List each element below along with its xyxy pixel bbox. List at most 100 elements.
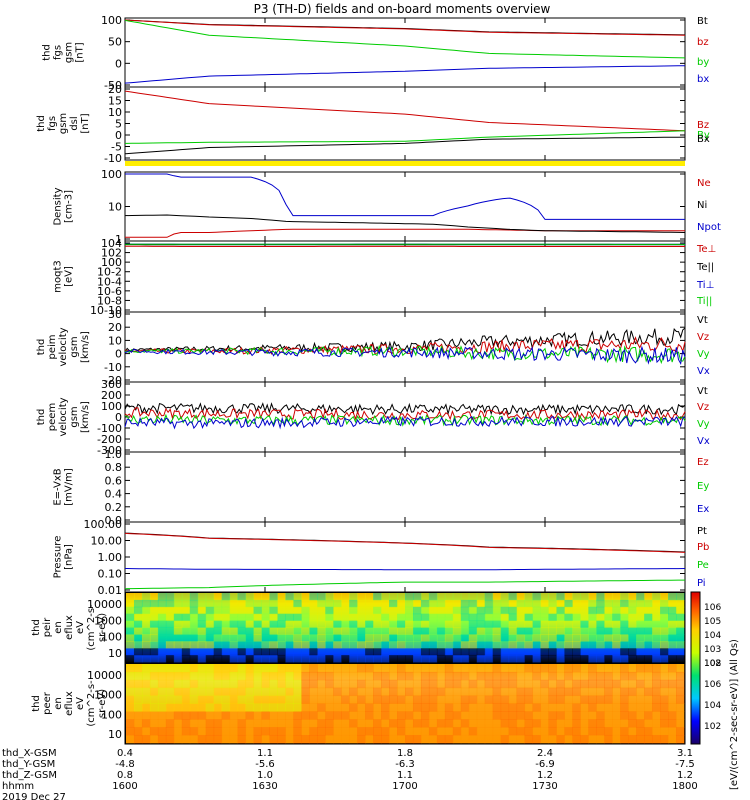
spectrogram-cell bbox=[428, 735, 438, 744]
spectrogram-cell bbox=[524, 599, 534, 608]
spectrogram-cell bbox=[428, 648, 438, 656]
legend-Ti||: Ti|| bbox=[696, 296, 712, 307]
spectrogram-cell bbox=[628, 593, 637, 601]
spectrogram-cell bbox=[341, 711, 350, 720]
spectrogram-cell bbox=[484, 599, 494, 608]
spectrogram-cell bbox=[389, 711, 398, 720]
spectrogram-cell bbox=[149, 735, 159, 744]
spectrogram-cell bbox=[612, 634, 621, 642]
spectrogram-cell bbox=[676, 727, 685, 736]
spectrogram-cell bbox=[165, 679, 175, 689]
spectrogram-cell bbox=[412, 719, 422, 728]
spectrogram-cell bbox=[660, 664, 669, 673]
spectrogram-cell bbox=[668, 620, 677, 628]
spectrogram-cell bbox=[588, 627, 597, 635]
spectrogram-cell bbox=[516, 641, 526, 649]
spectrogram-cell bbox=[301, 695, 310, 704]
y-axis-label-line: [eV] bbox=[64, 266, 75, 287]
spectrogram-cell bbox=[301, 627, 310, 635]
spectrogram-cell bbox=[412, 679, 422, 689]
spectrogram-cell bbox=[301, 599, 310, 608]
spectrogram-cell bbox=[261, 620, 270, 628]
spectrogram-cell bbox=[229, 664, 239, 673]
spectrogram-cell bbox=[205, 703, 215, 712]
spectrogram-cell bbox=[317, 735, 326, 744]
spectrogram-cell bbox=[157, 599, 167, 608]
y-axis-label: thdpeimvelocitygsm[km/s] bbox=[36, 327, 91, 366]
y-axis-label-line: velocity bbox=[58, 327, 69, 366]
spectrogram-cell bbox=[460, 703, 470, 712]
spectrogram-cell bbox=[181, 655, 191, 663]
spectrogram-cell bbox=[652, 727, 661, 736]
spectrogram-cell bbox=[205, 593, 215, 601]
spectrogram-cell bbox=[141, 606, 151, 615]
spectrogram-cell bbox=[269, 648, 278, 656]
y-axis-label-line: [km/s] bbox=[80, 401, 91, 433]
spectrogram-cell bbox=[460, 671, 470, 681]
spectrogram-cell bbox=[428, 655, 438, 663]
spectrogram-cell bbox=[668, 679, 677, 689]
series-line-Pb bbox=[124, 532, 686, 553]
spectrogram-cell bbox=[636, 719, 645, 728]
spectrogram-cell bbox=[676, 634, 685, 642]
spectrogram-cell bbox=[508, 687, 518, 697]
quality-flag-bar bbox=[125, 161, 685, 166]
legend-Ez: Ez bbox=[697, 457, 709, 468]
spectrogram-cell bbox=[173, 599, 183, 608]
spectrogram-cell bbox=[676, 648, 685, 656]
y-axis-label: thdpeirenefluxeV(cm^2-s-sr-eV) bbox=[31, 604, 108, 651]
spectrogram-cell bbox=[285, 727, 294, 736]
spectrogram-cell bbox=[628, 627, 637, 635]
spectrogram-cell bbox=[460, 679, 470, 689]
spectrogram-cell bbox=[293, 727, 302, 736]
spectrogram-cell bbox=[596, 687, 605, 697]
spectrogram-cell bbox=[532, 671, 542, 681]
spectrogram-cell bbox=[253, 655, 263, 663]
spectrogram-cell bbox=[269, 599, 278, 608]
y-tick-label: -5 bbox=[111, 141, 122, 154]
spectrogram-cell bbox=[285, 593, 294, 601]
spectrogram-cell bbox=[349, 599, 358, 608]
spectrogram-cell bbox=[532, 613, 542, 622]
spectrogram-cell bbox=[548, 711, 557, 720]
spectrogram-cell bbox=[460, 648, 470, 656]
spectrogram-cell bbox=[277, 679, 286, 689]
x-axis-value: 1600 bbox=[112, 781, 137, 792]
panel-pressure: Pressure[nPa]100.0010.001.000.100.01PtPb… bbox=[53, 518, 710, 597]
legend-Pb: Pb bbox=[697, 542, 709, 553]
legend-Ne: Ne bbox=[697, 178, 711, 189]
spectrogram-cell bbox=[341, 695, 350, 704]
spectrogram-cell bbox=[644, 606, 653, 615]
spectrogram-cell bbox=[628, 664, 637, 673]
spectrogram-cell bbox=[580, 711, 589, 720]
spectrogram-cell bbox=[580, 695, 589, 704]
spectrogram-cell bbox=[237, 606, 247, 615]
spectrogram-cell bbox=[596, 695, 605, 704]
series-line-Vz bbox=[124, 407, 686, 421]
spectrogram-cell bbox=[357, 648, 366, 656]
spectrogram-cell bbox=[181, 599, 191, 608]
spectrogram-cell bbox=[636, 711, 645, 720]
spectrogram-cell bbox=[580, 599, 589, 608]
spectrogram-cell bbox=[301, 727, 310, 736]
spectrogram-cell bbox=[389, 599, 398, 608]
spectrogram-cell bbox=[317, 627, 326, 635]
spectrogram-cell bbox=[269, 727, 278, 736]
spectrogram-cell bbox=[420, 719, 430, 728]
spectrogram-cell bbox=[532, 627, 542, 635]
spectrogram-cell bbox=[293, 711, 302, 720]
spectrogram-cell bbox=[301, 634, 310, 642]
legend-Bz: Bz bbox=[697, 120, 709, 131]
spectrogram-cell bbox=[349, 613, 358, 622]
spectrogram-cell bbox=[317, 711, 326, 720]
spectrogram-cell bbox=[628, 711, 637, 720]
y-tick-label: 30 bbox=[108, 308, 122, 321]
spectrogram-cell bbox=[524, 655, 534, 663]
spectrogram-cell bbox=[237, 613, 247, 622]
spectrogram-cell bbox=[556, 664, 565, 673]
spectrogram-cell bbox=[516, 634, 526, 642]
spectrogram-cell bbox=[373, 593, 382, 601]
spectrogram-cell bbox=[349, 664, 358, 673]
y-axis-label-line: Density bbox=[53, 187, 64, 225]
spectrogram-cell bbox=[333, 727, 342, 736]
